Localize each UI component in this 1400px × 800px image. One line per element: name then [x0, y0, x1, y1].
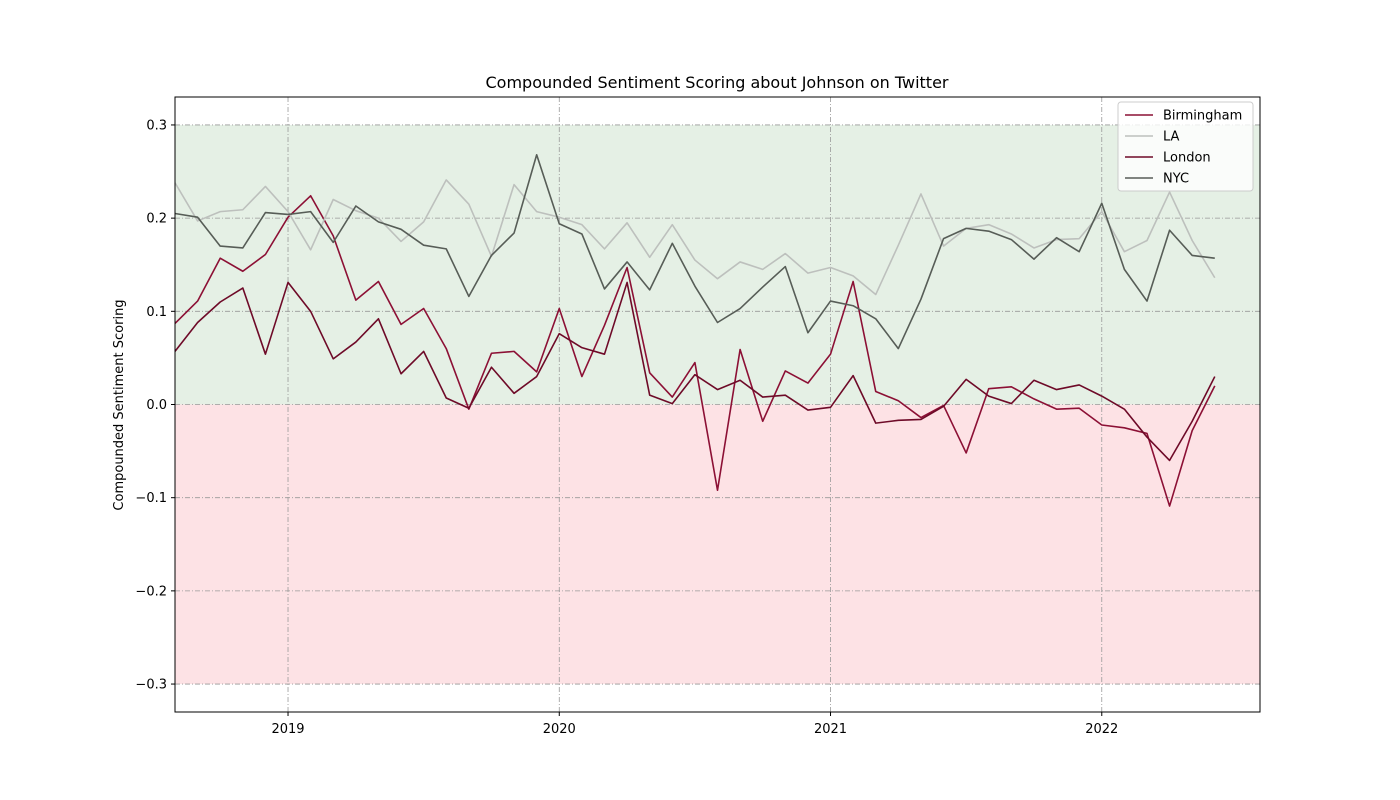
positive-band — [175, 124, 1260, 405]
chart-title: Compounded Sentiment Scoring about Johns… — [486, 73, 949, 92]
y-axis-label: Compounded Sentiment Scoring — [112, 299, 127, 510]
y-axis: 0.3 0.2 0.1 0.0 −0.1 −0.2 −0.3 — [135, 118, 175, 693]
legend-label-london: London — [1163, 151, 1211, 166]
y-tick-label: −0.1 — [135, 491, 167, 506]
x-axis: 2019 2020 2021 2022 — [271, 712, 1118, 737]
y-tick-label: 0.2 — [146, 212, 167, 227]
x-tick-label: 2021 — [814, 722, 847, 737]
y-tick-label: 0.1 — [146, 305, 167, 320]
legend: Birmingham LA London NYC — [1117, 101, 1254, 192]
series-line-la — [174, 179, 1216, 296]
legend-label-birmingham: Birmingham — [1163, 109, 1242, 124]
x-tick-label: 2022 — [1085, 722, 1118, 737]
x-tick-label: 2020 — [543, 722, 576, 737]
y-tick-label: 0.3 — [146, 118, 167, 133]
legend-label-la: LA — [1163, 130, 1180, 145]
y-tick-label: −0.2 — [135, 584, 167, 599]
background-bands — [175, 124, 1260, 685]
grid-lines — [175, 97, 1260, 712]
x-tick-label: 2019 — [271, 722, 304, 737]
y-tick-label: 0.0 — [146, 398, 167, 413]
series-line-nyc — [174, 153, 1215, 350]
series-line-birmingham — [174, 194, 1216, 507]
negative-band — [175, 404, 1260, 685]
legend-label-nyc: NYC — [1163, 172, 1189, 187]
series-line-london — [174, 281, 1216, 462]
y-tick-label: −0.3 — [135, 678, 167, 693]
legend-box — [1117, 101, 1254, 192]
series-lines — [174, 153, 1216, 507]
